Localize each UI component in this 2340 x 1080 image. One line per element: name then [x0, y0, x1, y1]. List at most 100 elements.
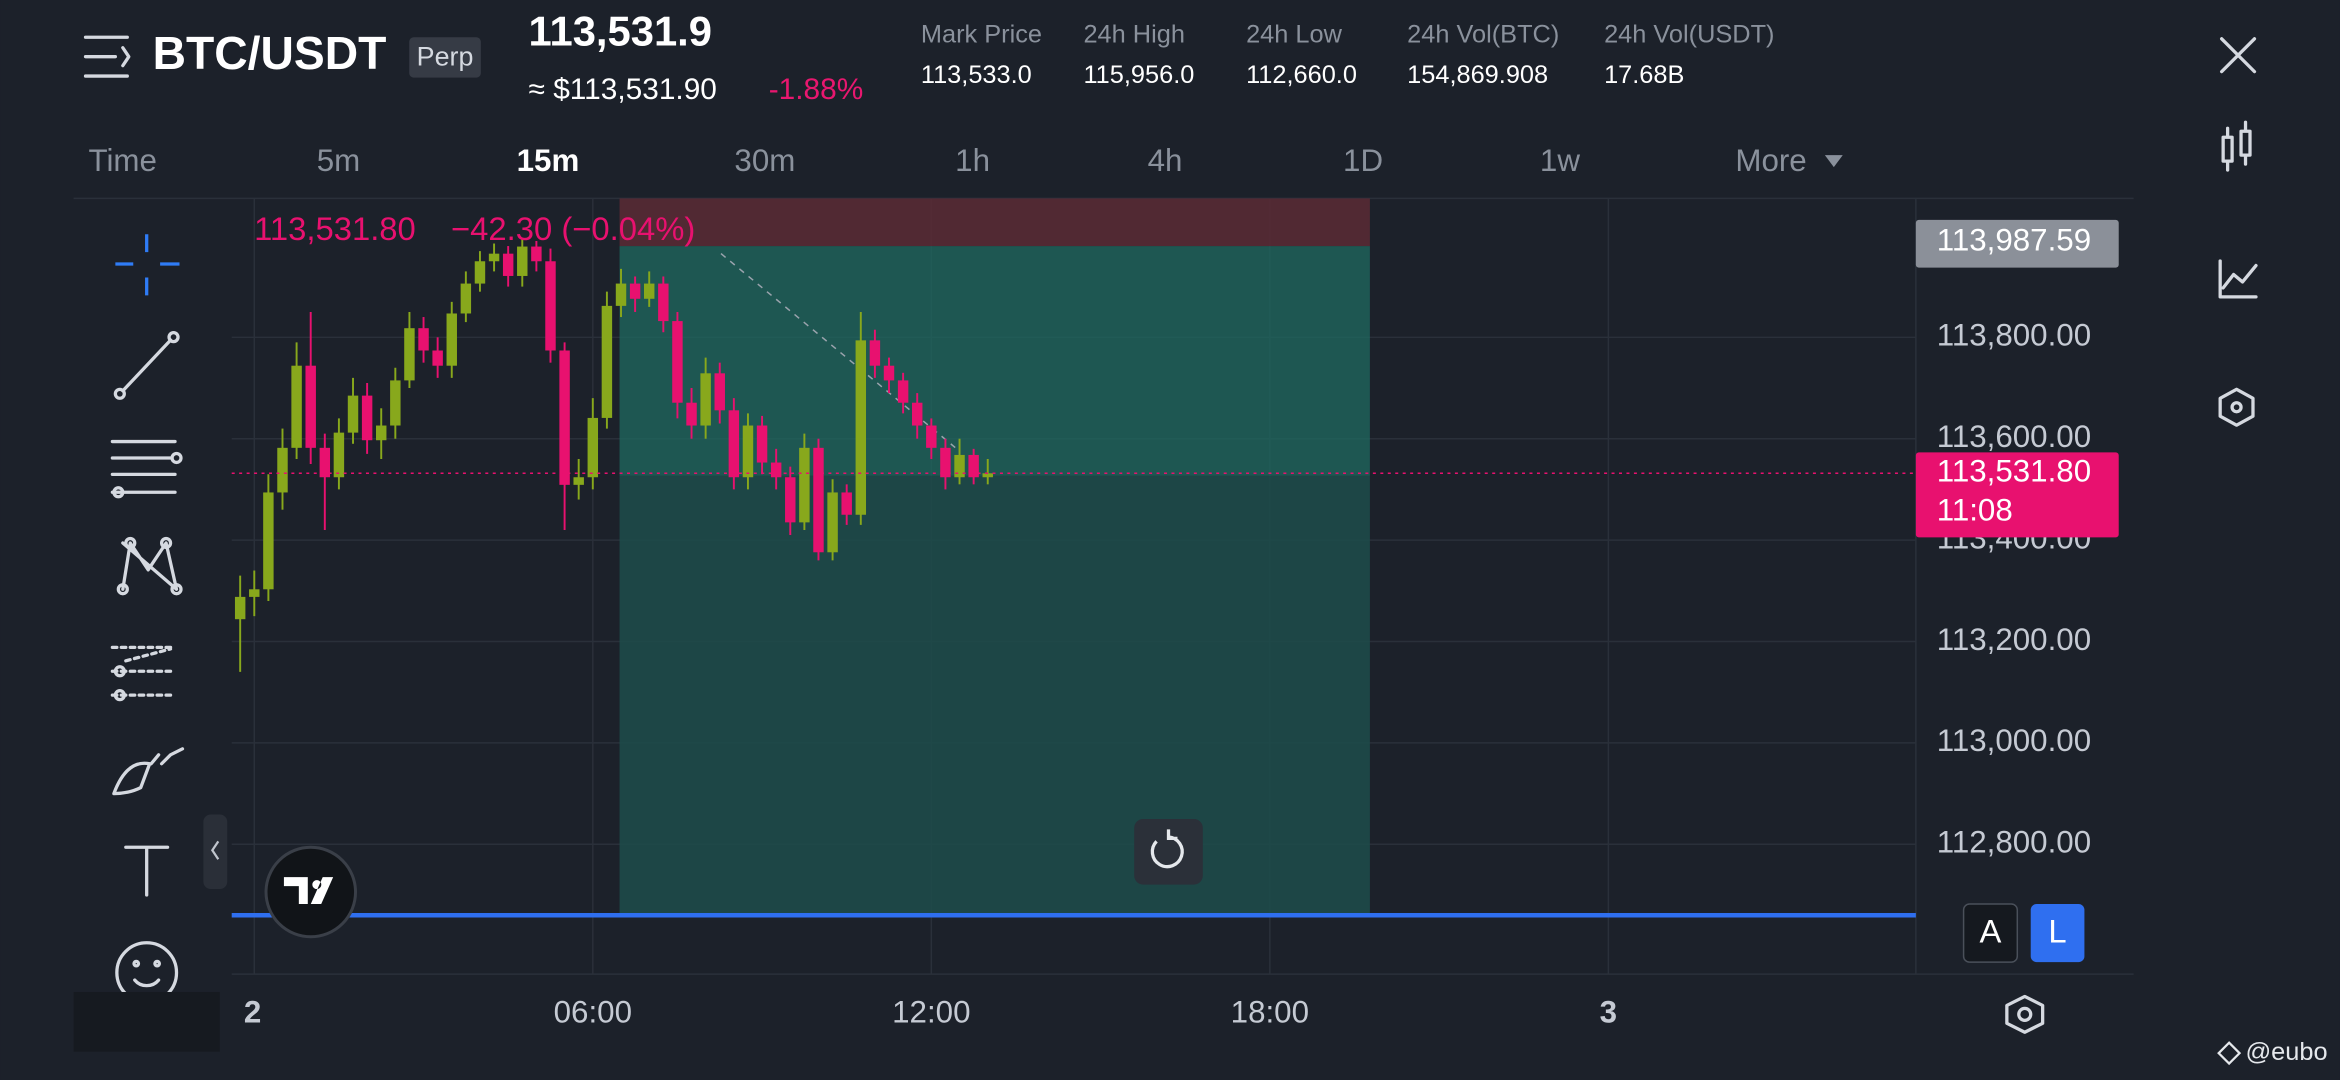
last-price: 113,531.9: [529, 7, 712, 54]
candle-body: [446, 313, 457, 366]
indicators-button[interactable]: [2218, 259, 2258, 299]
candle-body: [404, 328, 415, 381]
stat-label: Mark Price: [921, 21, 1042, 49]
y-tick-label: 113,600.00: [1937, 419, 2091, 454]
scale-button-label: L: [2048, 912, 2066, 949]
reset-chart-button[interactable]: [1134, 818, 1203, 885]
watermark-logo: [2217, 1041, 2242, 1066]
timeframe-tab[interactable]: 1w: [1540, 143, 1580, 178]
target-zone: [619, 475, 1370, 916]
candle-body: [672, 321, 683, 403]
drawing-toolbar: [73, 234, 220, 1052]
candle-body: [376, 425, 387, 441]
candle-body: [601, 305, 613, 418]
x-tick-label: 12:00: [892, 995, 970, 1030]
candle-body: [827, 492, 838, 553]
candle-body: [319, 447, 331, 478]
stat-value: 17.68B: [1604, 61, 1684, 89]
stat-value: 112,660.0: [1246, 61, 1357, 89]
candle-body: [573, 477, 584, 485]
candle-body: [742, 425, 754, 478]
stat-label: 24h Vol(USDT): [1604, 21, 1774, 49]
timeframe-tabs: Time 5m 15m 30m 1h 4h 1D 1w More: [89, 143, 1843, 178]
candle-body: [785, 477, 796, 523]
tradingview-logo: [264, 845, 358, 939]
y-tick-label: 113,800.00: [1937, 318, 2091, 353]
candle-body: [333, 432, 345, 478]
toolbar-more[interactable]: [73, 991, 220, 1052]
candle-body: [770, 462, 782, 478]
candle-body: [432, 350, 443, 366]
candle-body: [234, 596, 246, 620]
timeframe-tab[interactable]: 30m: [734, 143, 795, 178]
candle-body: [968, 454, 979, 478]
pattern-tool[interactable]: [116, 536, 183, 596]
collapse-toolbar[interactable]: [203, 814, 228, 890]
candle-body: [531, 246, 542, 262]
candle-body: [911, 402, 923, 426]
last-price-label: 113,531.80: [1937, 454, 2091, 489]
stat-value: 154,869.908: [1407, 61, 1548, 89]
tools-button[interactable]: [2218, 387, 2255, 427]
y-tick-label: 112,800.00: [1937, 825, 2091, 860]
y-tick-label: 113,000.00: [1937, 723, 2091, 758]
timeframe-tab[interactable]: 5m: [317, 143, 361, 178]
timeframe-tab[interactable]: 4h: [1148, 143, 1183, 178]
contract: Perp: [417, 41, 474, 71]
watermark: @eubo: [2245, 1038, 2327, 1066]
countdown: 11:08: [1937, 492, 2013, 527]
candle-body: [361, 395, 373, 441]
text-tool[interactable]: [124, 845, 170, 897]
symbol[interactable]: BTC/USDT: [153, 27, 387, 79]
candle-body: [982, 473, 993, 478]
stats: Mark Price 113,533.0 24h High 115,956.0 24h …: [921, 21, 1775, 89]
candle-body: [658, 283, 669, 322]
close-button[interactable]: [2220, 37, 2257, 74]
settings-button[interactable]: [2005, 994, 2045, 1034]
stat-label: 24h Low: [1246, 21, 1343, 49]
candle-body: [587, 417, 599, 478]
contract-badge: [409, 37, 481, 78]
trendline-tool[interactable]: [113, 331, 180, 400]
timeframe-tab[interactable]: 1D: [1343, 143, 1383, 178]
candle-body: [277, 447, 288, 493]
scale-button-label: A: [1979, 912, 2001, 949]
price-change: -1.88%: [769, 73, 864, 106]
last-price-tag: [1915, 452, 2119, 538]
timeframe-tab[interactable]: 15m: [517, 143, 580, 178]
candle-body: [460, 283, 472, 314]
candle-body: [686, 402, 697, 426]
candle-body: [545, 261, 556, 351]
crosshair-tool[interactable]: [115, 234, 180, 296]
candle-body: [263, 492, 274, 590]
collapse-arrow: [210, 840, 220, 860]
stat-value: 113,533.0: [921, 61, 1032, 89]
y-tick-label: 113,200.00: [1937, 622, 2091, 657]
stat-label: 24h Vol(BTC): [1407, 21, 1559, 49]
candle-body: [756, 425, 768, 463]
candle-body: [488, 253, 500, 262]
fiat-price: ≈ $113,531.90: [529, 73, 717, 106]
candle-body: [249, 589, 260, 597]
timeframe-tab[interactable]: More: [1735, 143, 1806, 178]
candle-body: [644, 283, 655, 299]
fib-tool[interactable]: [110, 439, 183, 499]
timeframe-tab[interactable]: 1h: [955, 143, 990, 178]
candle-body: [629, 283, 641, 299]
brush-tool[interactable]: [112, 747, 185, 796]
candle-body: [799, 447, 810, 523]
candle-body: [897, 380, 909, 403]
candle-body: [615, 283, 627, 306]
prediction-tool[interactable]: [110, 645, 177, 702]
x-tick-label: 06:00: [554, 995, 632, 1030]
candle-body: [728, 410, 740, 478]
candle-body: [813, 447, 824, 553]
scale-button[interactable]: [1962, 903, 2019, 963]
candle-body: [418, 328, 429, 351]
scale-button[interactable]: [2030, 903, 2085, 963]
candle-type-button[interactable]: [2221, 120, 2252, 172]
menu-icon[interactable]: [83, 35, 131, 78]
